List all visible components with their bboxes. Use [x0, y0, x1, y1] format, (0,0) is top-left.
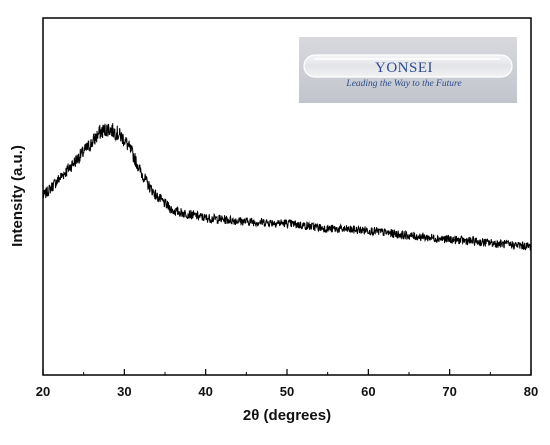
x-axis-ticks: 20 30 40 50 60 70 80 [36, 369, 538, 399]
x-tick-label: 60 [361, 384, 375, 399]
x-tick-label: 70 [442, 384, 456, 399]
x-tick-label: 50 [280, 384, 294, 399]
xrd-pattern-line [42, 123, 532, 251]
x-tick-label: 40 [198, 384, 212, 399]
x-tick-label: 30 [117, 384, 131, 399]
x-axis-title: 2θ (degrees) [243, 407, 331, 424]
x-tick-label: 20 [36, 384, 50, 399]
inset-tagline-text: Leading the Way to the Future [345, 79, 461, 89]
x-tick-label: 80 [524, 384, 538, 399]
inset-brand-text: YONSEI [375, 60, 433, 76]
inset-photo: YONSEI Leading the Way to the Future [299, 37, 517, 103]
glass-rod [303, 54, 513, 78]
y-axis-title: Intensity (a.u.) [9, 145, 26, 247]
